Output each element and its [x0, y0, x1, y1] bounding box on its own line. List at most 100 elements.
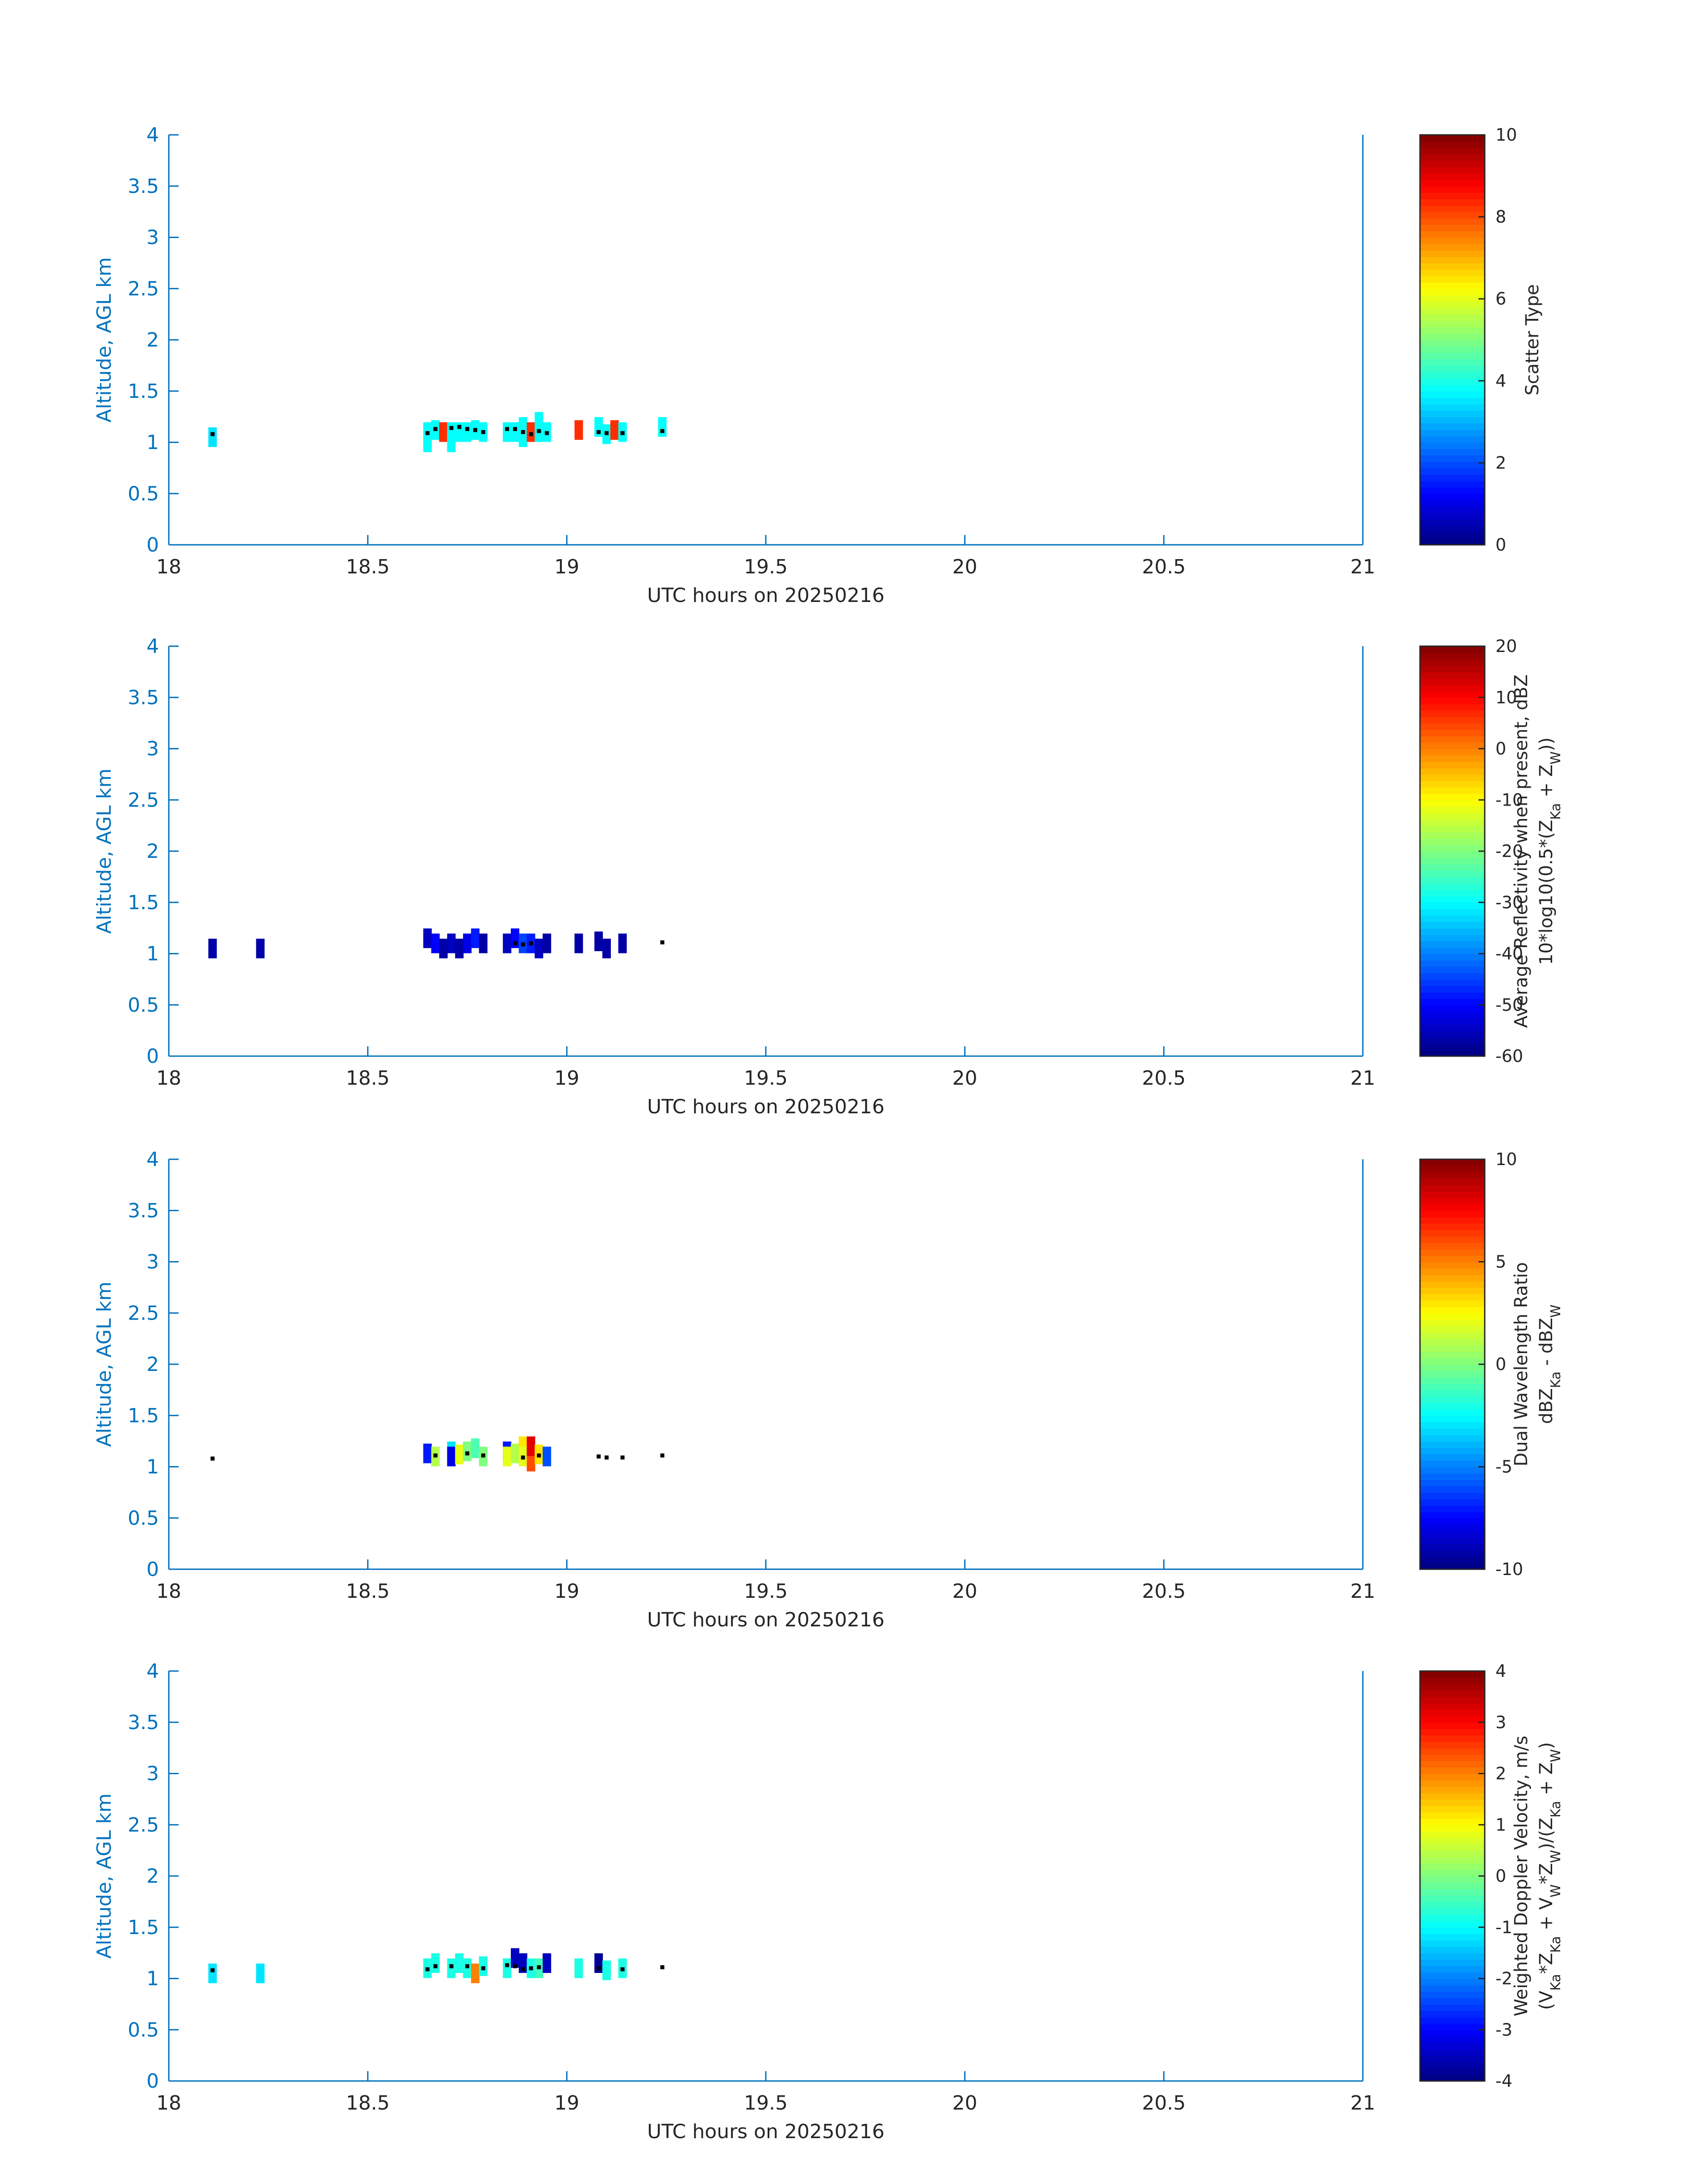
- colorbar-segment: [1420, 825, 1485, 832]
- colorbar-segment: [1420, 1760, 1485, 1768]
- x-tick-label: 20.5: [1142, 1067, 1186, 1090]
- colorbar-segment: [1420, 1383, 1485, 1391]
- heatmap-cell: [510, 1948, 519, 1968]
- colorbar-segment: [1420, 1965, 1485, 1973]
- colorbar-segment: [1420, 532, 1485, 539]
- colorbar-segment: [1420, 1467, 1485, 1474]
- colorbar-segment: [1420, 774, 1485, 781]
- data-point: [521, 1967, 525, 1972]
- data-point: [660, 429, 664, 433]
- data-point: [660, 1965, 664, 1969]
- colorbar-label: 10*log10(0.5*(ZKa + ZW)): [1536, 737, 1564, 965]
- colorbar-segment: [1420, 461, 1485, 468]
- heatmap-cell: [471, 1438, 480, 1458]
- colorbar-segment: [1420, 1895, 1485, 1902]
- x-tick-label: 20.5: [1142, 556, 1186, 578]
- colorbar-segment: [1420, 1242, 1485, 1249]
- colorbar-segment: [1420, 2068, 1485, 2075]
- data-point: [597, 1454, 601, 1459]
- heatmap-cell: [463, 422, 472, 442]
- x-tick-label: 20.5: [1142, 2092, 1186, 2114]
- y-tick-label: 3: [146, 1251, 159, 1274]
- colorbar-segment: [1420, 474, 1485, 481]
- colorbar-segment: [1420, 1729, 1485, 1736]
- colorbar: 0 2 4 6 8 10 Scatter Type: [1419, 125, 1543, 555]
- colorbar-segment: [1420, 359, 1485, 366]
- colorbar-segment: [1420, 2055, 1485, 2062]
- colorbar-segment: [1420, 761, 1485, 769]
- colorbar-segment: [1420, 410, 1485, 418]
- y-tick-label: 2.5: [128, 1813, 159, 1836]
- colorbar-segment: [1420, 1818, 1485, 1826]
- colorbar-tick-label: 0: [1495, 1354, 1506, 1374]
- colorbar-tick-label: 6: [1495, 289, 1506, 309]
- colorbar-segment: [1420, 1908, 1485, 1915]
- y-tick-label: 4: [146, 124, 159, 146]
- y-tick-label: 1.5: [128, 1916, 159, 1939]
- heatmap-cell: [463, 933, 472, 953]
- colorbar-segment: [1420, 282, 1485, 289]
- colorbar-segment: [1420, 729, 1485, 736]
- heatmap-cell: [526, 1452, 535, 1472]
- colorbar-segment: [1420, 1684, 1485, 1691]
- colorbar-segment: [1420, 384, 1485, 392]
- colorbar-segment: [1420, 1473, 1485, 1480]
- colorbar-segment: [1420, 448, 1485, 456]
- colorbar-segment: [1420, 1850, 1485, 1857]
- heatmap-cell: [208, 939, 217, 959]
- colorbar-label: dBZKa - dBZW: [1536, 1304, 1564, 1424]
- x-axis-label: UTC hours on 20250216: [647, 1609, 885, 1631]
- colorbar-segment: [1420, 1229, 1485, 1237]
- data-point: [513, 427, 517, 431]
- colorbar-segment: [1420, 1403, 1485, 1410]
- colorbar-segment: [1420, 1178, 1485, 1186]
- colorbar-tick-label: 2: [1495, 453, 1506, 472]
- colorbar-segment: [1420, 1773, 1485, 1780]
- x-tick-label: 18.5: [346, 2092, 390, 2114]
- colorbar-segment: [1420, 1415, 1485, 1423]
- colorbar-segment: [1420, 1486, 1485, 1493]
- colorbar-segment: [1420, 231, 1485, 238]
- colorbar-segment: [1420, 1409, 1485, 1416]
- colorbar-segment: [1420, 844, 1485, 852]
- colorbar-segment: [1420, 800, 1485, 807]
- colorbar-segment: [1420, 934, 1485, 941]
- colorbar-segment: [1420, 288, 1485, 296]
- colorbar-segment: [1420, 1709, 1485, 1717]
- colorbar-segment: [1420, 1268, 1485, 1275]
- data-point: [473, 428, 477, 432]
- colorbar-segment: [1420, 1563, 1485, 1570]
- colorbar-segment: [1420, 1390, 1485, 1397]
- colorbar-segment: [1420, 352, 1485, 360]
- colorbar-segment: [1420, 1262, 1485, 1269]
- colorbar-segment: [1420, 1223, 1485, 1230]
- colorbar-segment: [1420, 1358, 1485, 1365]
- heatmap-cell: [208, 427, 217, 447]
- colorbar-segment: [1420, 716, 1485, 724]
- colorbar-segment: [1420, 1786, 1485, 1793]
- x-tick-label: 18.5: [346, 1580, 390, 1603]
- colorbar-segment: [1420, 1236, 1485, 1243]
- colorbar-segment: [1420, 1434, 1485, 1442]
- y-tick-label: 1: [146, 1456, 159, 1479]
- colorbar-segment: [1420, 896, 1485, 903]
- colorbar-segment: [1420, 1479, 1485, 1487]
- colorbar-segment: [1420, 2049, 1485, 2056]
- colorbar-label: Average Reflectivity when present, dBZ: [1511, 674, 1532, 1028]
- colorbar-segment: [1420, 1722, 1485, 1730]
- colorbar-segment: [1420, 1447, 1485, 1454]
- plot-panel-3: 0 0.5 1 1.5 2 2.5 3 3.5 4 18 18.5 19 19.5 20 20.5 21 UTC…: [93, 1148, 1564, 1631]
- colorbar-segment: [1420, 960, 1485, 967]
- colorbar-segment: [1420, 493, 1485, 501]
- data-point: [620, 431, 625, 435]
- x-tick-label: 19.5: [744, 1067, 788, 1090]
- y-tick-label: 1.5: [128, 1404, 159, 1427]
- heatmap-cell: [526, 422, 535, 442]
- heatmap-cell: [535, 939, 543, 959]
- x-axis-label: UTC hours on 20250216: [647, 1095, 885, 1118]
- x-tick-label: 18.5: [346, 1067, 390, 1090]
- data-point: [465, 427, 469, 431]
- colorbar-segment: [1420, 378, 1485, 385]
- y-tick-label: 4: [146, 1148, 159, 1171]
- colorbar: -4 -3 -2 -1 0 1 2 3 4 Weighted Doppler Velocity, …: [1419, 1661, 1564, 2091]
